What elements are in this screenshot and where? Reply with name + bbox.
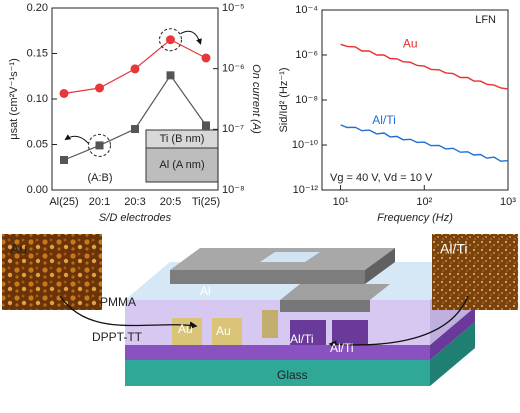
x-tick-label: 10² bbox=[416, 196, 432, 208]
x-tick-label: Al(25) bbox=[49, 196, 78, 208]
legend-label: Au bbox=[403, 36, 418, 50]
highlight bbox=[88, 133, 111, 157]
y-tick-label: 0.20 bbox=[27, 2, 48, 14]
series-line bbox=[340, 43, 509, 90]
layer-label: DPPT-TT bbox=[92, 330, 143, 344]
y-tick-label: 10⁻¹⁰ bbox=[292, 139, 319, 151]
electrode bbox=[332, 320, 368, 345]
y-tick-label: 10⁻⁸ bbox=[295, 94, 318, 106]
x-tick-label: 20:5 bbox=[160, 196, 181, 208]
legend-label: Al/Ti bbox=[372, 113, 396, 127]
data-point bbox=[130, 64, 140, 74]
afm-image bbox=[2, 234, 102, 310]
gate-window bbox=[260, 252, 320, 262]
x-tick-label: 20:3 bbox=[124, 196, 145, 208]
x-axis-title: S/D electrodes bbox=[99, 212, 172, 224]
chart-title: LFN bbox=[475, 14, 496, 26]
semiconductor-front bbox=[125, 345, 430, 360]
y-tick-label: 0.15 bbox=[27, 47, 48, 59]
gate-side bbox=[365, 248, 395, 284]
y2-tick-label: 10⁻⁶ bbox=[222, 63, 245, 75]
data-point bbox=[202, 121, 210, 130]
data-point bbox=[60, 155, 68, 164]
annotation: (A:B) bbox=[87, 172, 112, 184]
electrode bbox=[290, 320, 326, 345]
y-tick-label: 10⁻⁶ bbox=[295, 49, 318, 61]
y-tick-label: 0.05 bbox=[27, 138, 48, 150]
layer-label: Al bbox=[200, 284, 211, 298]
semiconductor-side bbox=[430, 307, 475, 360]
data-point bbox=[95, 83, 104, 93]
y2-tick-label: 10⁻⁸ bbox=[222, 184, 245, 196]
inset-label: Ti (B nm) bbox=[160, 133, 205, 145]
glass-side bbox=[430, 322, 475, 386]
data-point bbox=[166, 71, 175, 80]
arrow bbox=[59, 295, 198, 330]
x-axis-title: Frequency (Hz) bbox=[377, 212, 453, 224]
arrow bbox=[328, 295, 469, 349]
y2-tick-label: 10⁻⁵ bbox=[222, 2, 245, 14]
data-point bbox=[59, 88, 69, 98]
x-tick-label: Ti(25) bbox=[192, 196, 220, 208]
x-tick-label: 10¹ bbox=[333, 196, 349, 208]
arrow bbox=[64, 134, 89, 144]
y-tick-label: 0.00 bbox=[27, 184, 48, 196]
y2-axis-title: On current (A) bbox=[250, 64, 262, 134]
gate-pad bbox=[280, 284, 390, 300]
inset-al bbox=[145, 147, 219, 183]
y-tick-label: 0.10 bbox=[27, 93, 48, 105]
electrode-label: Al/Ti bbox=[290, 332, 314, 346]
y-axis-title: Sid/Id² (Hz⁻¹) bbox=[278, 67, 290, 132]
x-tick-label: 20:1 bbox=[89, 196, 110, 208]
data-point bbox=[131, 125, 139, 134]
electrode bbox=[262, 310, 278, 338]
data-point bbox=[201, 53, 211, 63]
data-point bbox=[95, 141, 104, 150]
x-tick-label: 10³ bbox=[500, 196, 516, 208]
inset: Ti (B nm) Al (A nm) bbox=[145, 129, 219, 183]
gate-front bbox=[170, 270, 365, 284]
data-point bbox=[166, 35, 175, 45]
afm-label: Au bbox=[10, 241, 27, 257]
inset-label: Al (A nm) bbox=[159, 159, 204, 171]
device bbox=[125, 248, 475, 386]
afm-label: Al/Ti bbox=[440, 241, 467, 257]
series-line bbox=[340, 124, 509, 162]
electrode-label: Au bbox=[178, 322, 193, 336]
glass-front bbox=[125, 360, 430, 386]
layer-label: Glass bbox=[277, 368, 308, 382]
y-tick-label: 10⁻¹² bbox=[293, 184, 319, 196]
gate-pad-front bbox=[280, 300, 370, 312]
electrode bbox=[212, 318, 242, 345]
y-tick-label: 10⁻⁴ bbox=[295, 4, 318, 16]
y2-tick-label: 10⁻⁷ bbox=[222, 123, 244, 135]
electrode-label: Al/Ti bbox=[330, 341, 354, 355]
layer-label: PMMA bbox=[100, 295, 136, 309]
electrode-label: Au bbox=[216, 324, 231, 338]
annotation: Vg = 40 V, Vd = 10 V bbox=[330, 172, 433, 184]
afm-image bbox=[432, 234, 518, 310]
arrow bbox=[180, 30, 202, 45]
y-axis-title: μsat (cm²V⁻¹s⁻¹) bbox=[8, 58, 20, 140]
highlight bbox=[159, 28, 182, 52]
